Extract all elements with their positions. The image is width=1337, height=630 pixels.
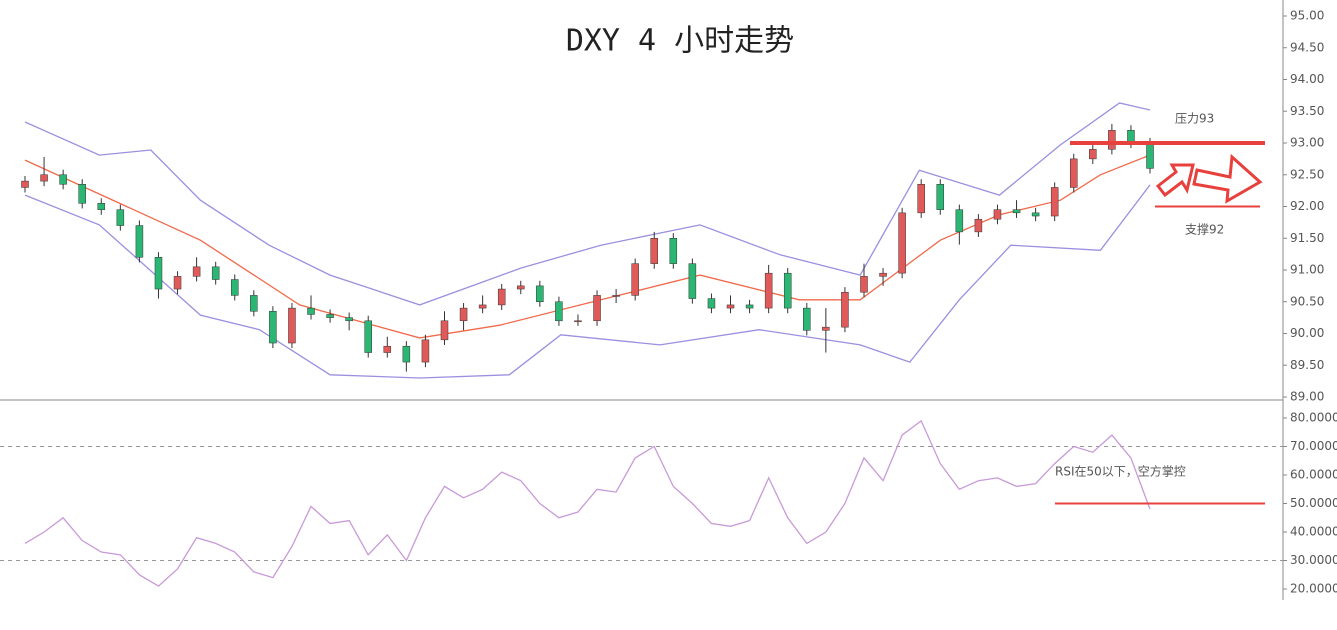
y-tick-label: 89.00 (1290, 390, 1324, 404)
candle-body (879, 272, 887, 277)
candle-body (497, 288, 506, 306)
candle-body (574, 320, 582, 323)
level-label: RSI在50以下，空方掌控 (1055, 464, 1186, 479)
candle-body (230, 279, 239, 296)
y2-tick-label: 40.0000 (1290, 525, 1337, 539)
candle-body (345, 317, 353, 322)
candle-body (288, 307, 296, 344)
y-tick-label: 89.50 (1290, 358, 1324, 372)
rsi-line (24, 419, 1151, 587)
candle-body (78, 184, 86, 204)
candle-body (1050, 187, 1059, 217)
candle-body (860, 276, 868, 293)
candle-body (135, 225, 144, 258)
y-tick-label: 95.00 (1290, 9, 1324, 23)
y2-tick-label: 30.0000 (1290, 553, 1337, 567)
candle-body (898, 212, 906, 274)
candle-body (764, 272, 773, 309)
y-tick-label: 93.00 (1290, 136, 1324, 150)
band-line (24, 184, 1151, 379)
chart-title: DXY 4 小时走势 (566, 24, 794, 59)
candle-body (421, 339, 430, 363)
candle-body (783, 272, 792, 309)
candle-body (536, 285, 544, 302)
candle-body (250, 295, 258, 312)
y-tick-label: 94.00 (1290, 72, 1324, 86)
candle-body (822, 326, 830, 331)
y2-tick-label: 60.0000 (1290, 468, 1337, 482)
candle-body (97, 203, 106, 210)
candle-body (21, 180, 29, 188)
candle-body (1031, 212, 1040, 217)
candle-body (612, 295, 620, 297)
candle-body (1108, 130, 1116, 150)
candle-body (40, 174, 48, 182)
y2-tick-label: 70.0000 (1290, 439, 1337, 453)
candle-body (211, 266, 220, 280)
y-tick-label: 90.50 (1290, 294, 1324, 308)
y-tick-label: 91.00 (1290, 263, 1324, 277)
candle-body (993, 209, 1002, 220)
candle-body (669, 238, 678, 264)
candle-body (59, 174, 67, 185)
candle-body (517, 285, 525, 290)
candle-body (1089, 149, 1097, 160)
candle-body (459, 307, 468, 322)
candle-body (478, 304, 487, 309)
candle-body (650, 238, 658, 264)
y2-tick-label: 80.0000 (1290, 411, 1337, 425)
candle-body (955, 209, 964, 233)
candle-body (917, 184, 925, 214)
candle-body (707, 298, 716, 309)
candle-body (974, 218, 983, 233)
y-tick-label: 90.00 (1290, 326, 1324, 340)
y2-tick-label: 50.0000 (1290, 496, 1337, 510)
candle-body (688, 263, 697, 299)
candle-body (936, 184, 945, 210)
candle-body (631, 263, 639, 296)
y-tick-label: 92.50 (1290, 167, 1324, 181)
level-label: 支撑92 (1185, 222, 1224, 237)
candle-body (745, 304, 754, 309)
candle-body (726, 304, 735, 309)
candle-body (440, 320, 449, 341)
candle-body (326, 314, 334, 318)
candle-body (1012, 209, 1021, 214)
candle-body (364, 320, 372, 353)
candle-body (803, 307, 811, 331)
y-tick-label: 93.50 (1290, 104, 1324, 118)
candle-body (1069, 158, 1078, 188)
band-line (24, 154, 1151, 339)
candle-body (154, 257, 163, 290)
candle-body (555, 301, 563, 322)
y-tick-label: 92.00 (1290, 199, 1324, 213)
band-line (24, 102, 1151, 306)
candle-body (593, 295, 601, 322)
y-tick-label: 94.50 (1290, 40, 1324, 54)
candle-body (1146, 142, 1154, 169)
candle-body (307, 307, 315, 315)
candle-body (116, 209, 125, 226)
candle-body (383, 345, 392, 353)
candle-body (192, 266, 201, 277)
candle-body (173, 276, 182, 290)
arrow (1155, 163, 1195, 198)
y2-tick-label: 20.0000 (1290, 582, 1337, 596)
y-tick-label: 91.50 (1290, 231, 1324, 245)
level-label: 压力93 (1175, 112, 1214, 126)
arrow (1192, 153, 1263, 204)
candle-body (269, 311, 277, 344)
candle-body (841, 291, 849, 328)
candle-body (402, 345, 411, 363)
